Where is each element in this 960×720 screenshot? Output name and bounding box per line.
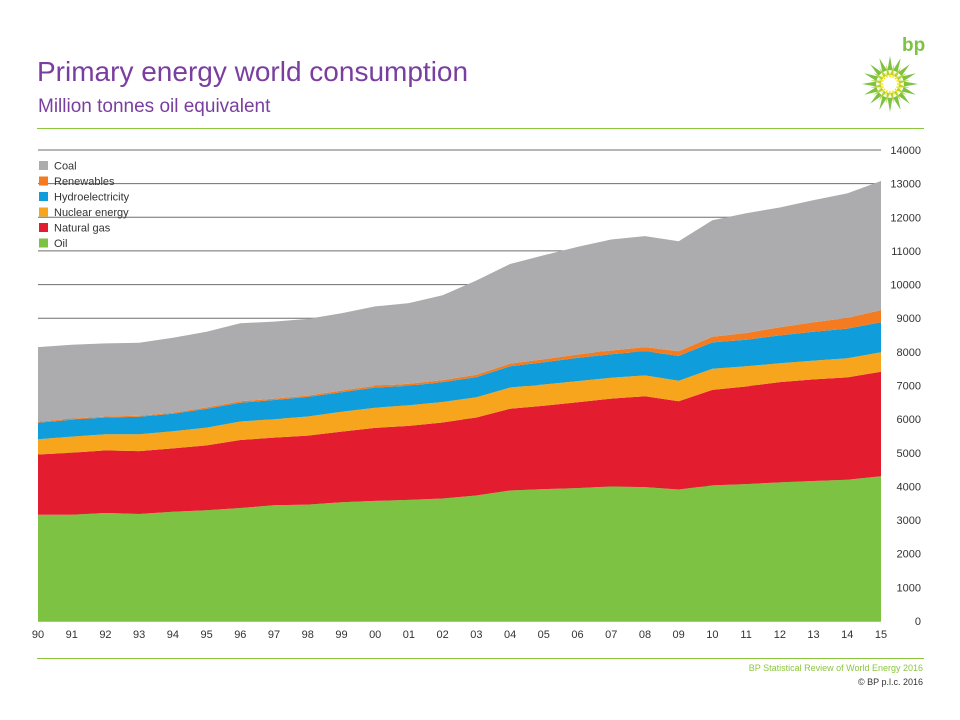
footer-divider	[37, 658, 924, 659]
y-tick-label: 9000	[897, 313, 921, 325]
x-tick-label: 99	[335, 629, 347, 641]
x-tick-label: 12	[774, 629, 786, 641]
y-tick-label: 10000	[890, 280, 921, 292]
area-series	[38, 181, 881, 621]
area-nuclear-energy	[38, 352, 881, 455]
x-tick-label: 92	[99, 629, 111, 641]
x-tick-label: 00	[369, 629, 381, 641]
y-tick-label: 0	[915, 616, 921, 628]
helios-icon	[862, 56, 918, 112]
x-tick-label: 98	[302, 629, 314, 641]
x-tick-label: 91	[66, 629, 78, 641]
x-tick-label: 08	[639, 629, 651, 641]
x-tick-label: 03	[470, 629, 482, 641]
x-tick-label: 07	[605, 629, 617, 641]
x-tick-label: 10	[706, 629, 718, 641]
area-hydroelectricity	[38, 322, 881, 440]
copyright-note: © BP p.l.c. 2016	[857, 677, 923, 687]
x-tick-label: 95	[200, 629, 212, 641]
legend-label: Coal	[54, 161, 77, 173]
legend-swatch	[39, 207, 48, 217]
legend-label: Oil	[54, 238, 67, 250]
x-tick-label: 90	[32, 629, 44, 641]
legend-swatch	[39, 223, 48, 232]
y-tick-label: 5000	[897, 448, 921, 460]
legend-label: Hydroelectricity	[54, 192, 130, 204]
bp-logo-text: bp	[902, 35, 925, 56]
legend-swatch	[39, 176, 48, 186]
page-subtitle: Million tonnes oil equivalent	[38, 96, 271, 117]
legend-swatch	[39, 161, 48, 170]
x-tick-label: 94	[167, 629, 179, 641]
y-tick-label: 14000	[890, 145, 921, 157]
x-tick-label: 06	[571, 629, 583, 641]
x-tick-label: 15	[875, 629, 887, 641]
x-tick-label: 05	[538, 629, 550, 641]
y-tick-label: 12000	[890, 212, 921, 224]
area-coal	[38, 181, 881, 422]
header-divider	[37, 128, 924, 129]
source-note: BP Statistical Review of World Energy 20…	[748, 663, 923, 673]
x-tick-label: 09	[673, 629, 685, 641]
chart-legend: Coal Renewables Hydroelectricity Nuclear en…	[39, 161, 130, 250]
x-tick-label: 01	[403, 629, 415, 641]
y-tick-label: 13000	[890, 179, 921, 191]
area-natural-gas	[38, 371, 881, 515]
x-tick-label: 04	[504, 629, 516, 641]
legend-swatch	[39, 192, 48, 201]
x-tick-label: 93	[133, 629, 145, 641]
x-axis-ticks: 90 91 92 93 94 95 96 97 98 99 00 01 02 03 04 05 06 07 08 09…	[32, 629, 887, 641]
y-tick-label: 3000	[897, 515, 921, 527]
legend-swatch	[39, 238, 48, 248]
y-tick-label: 6000	[897, 414, 921, 426]
x-tick-label: 13	[807, 629, 819, 641]
y-tick-label: 11000	[891, 246, 921, 258]
area-oil	[38, 476, 881, 621]
y-tick-label: 4000	[897, 481, 921, 493]
y-tick-label: 8000	[897, 347, 921, 359]
x-tick-label: 11	[740, 629, 751, 641]
legend-label: Renewables	[54, 176, 115, 188]
x-tick-label: 96	[234, 629, 246, 641]
y-tick-label: 7000	[897, 381, 921, 393]
legend-label: Nuclear energy	[54, 207, 129, 219]
legend-label: Natural gas	[54, 223, 111, 235]
page-title: Primary energy world consumption	[37, 56, 469, 87]
y-axis-ticks: 0 1000 2000 3000 4000 5000 6000 7000 8000 9000 100…	[890, 145, 921, 628]
x-tick-label: 14	[841, 629, 853, 641]
x-tick-label: 02	[437, 629, 449, 641]
y-tick-label: 2000	[897, 549, 921, 561]
y-tick-label: 1000	[897, 582, 921, 594]
bp-logo: bp	[858, 34, 928, 114]
x-tick-label: 97	[268, 629, 280, 641]
